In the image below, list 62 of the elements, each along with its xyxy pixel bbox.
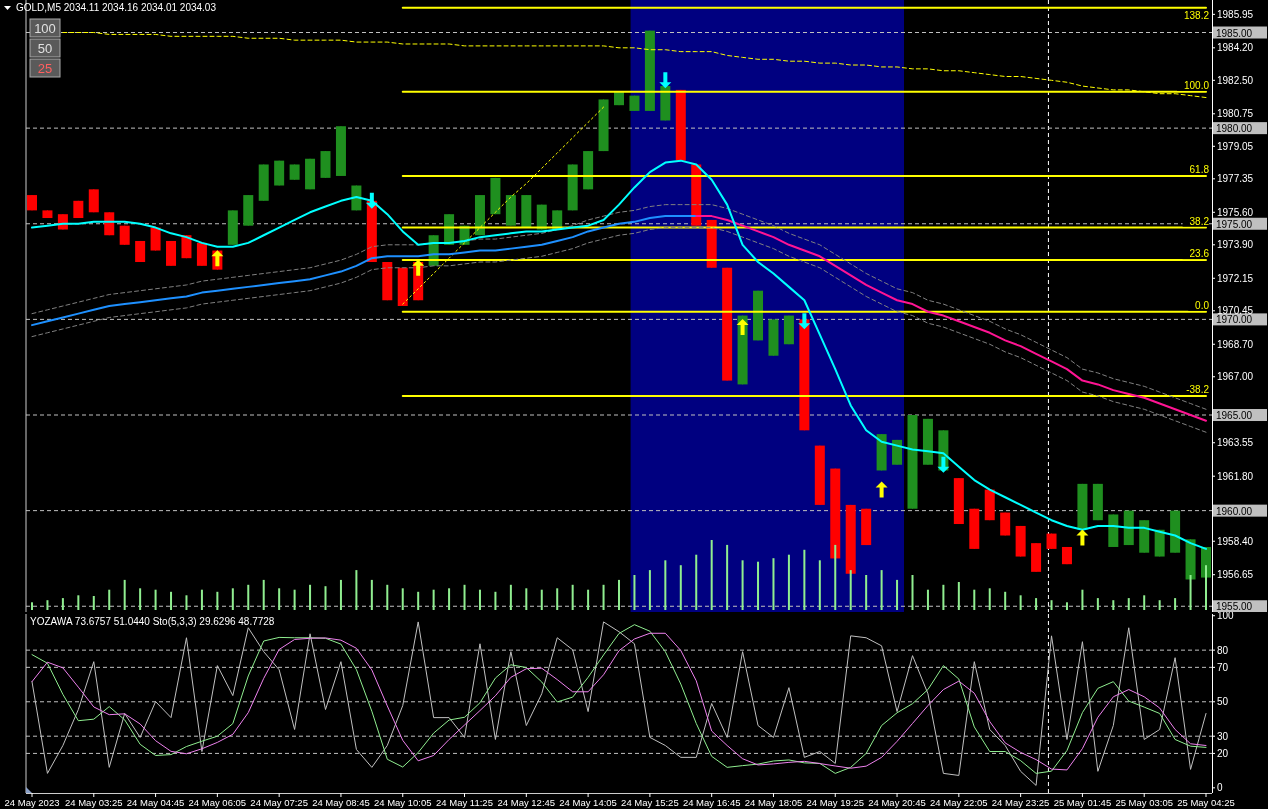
x-tick-label: 25 May 03:05 — [1115, 797, 1173, 808]
ref-line-label: 1975.00 — [1216, 218, 1253, 230]
ref-line-label: 1985.00 — [1216, 27, 1253, 39]
annotation: 25 — [37, 61, 53, 76]
y-tick-label: 1972.15 — [1217, 272, 1254, 284]
annotation: 0.0 — [1195, 299, 1210, 311]
y-tick-label: 50 — [1217, 696, 1229, 708]
x-tick-label: 24 May 06:05 — [188, 797, 247, 808]
y-tick-label: 1982.50 — [1217, 74, 1254, 86]
y-tick-label: 1967.00 — [1217, 371, 1254, 383]
x-tick-label: 24 May 23:25 — [991, 797, 1050, 808]
y-tick-label: 1980.75 — [1217, 108, 1254, 120]
annotation: -38.2 — [1186, 383, 1210, 395]
x-tick-label: 24 May 08:45 — [312, 797, 370, 808]
x-tick-label: 24 May 03:25 — [65, 797, 123, 808]
annotation: 50 — [37, 41, 53, 56]
annotation: 23.6 — [1189, 248, 1210, 260]
x-tick-label: 24 May 16:45 — [682, 797, 741, 808]
annotation: 138.2 — [1183, 9, 1210, 21]
x-tick-label: 24 May 2023 — [4, 797, 60, 808]
x-tick-label: 24 May 15:25 — [621, 797, 679, 808]
x-tick-label: 24 May 22:05 — [930, 797, 988, 808]
y-tick-label: 100 — [1217, 610, 1235, 622]
x-tick-label: 24 May 12:45 — [497, 797, 556, 808]
y-tick-label: 80 — [1217, 644, 1229, 656]
y-tick-label: 1985.95 — [1217, 8, 1254, 20]
x-tick-label: 24 May 11:25 — [436, 797, 493, 808]
x-tick-label: 24 May 19:25 — [806, 797, 865, 808]
y-tick-label: 1975.60 — [1217, 206, 1254, 218]
y-tick-label: 0 — [1217, 782, 1223, 794]
y-tick-label: 1970.45 — [1217, 305, 1254, 317]
x-tick-label: 24 May 14:05 — [559, 797, 617, 808]
x-tick-label: 25 May 01:45 — [1053, 797, 1112, 808]
y-tick-label: 30 — [1217, 730, 1229, 742]
y-tick-label: 1958.40 — [1217, 535, 1254, 547]
x-tick-label: 24 May 18:05 — [744, 797, 803, 808]
x-tick-label: 24 May 04:45 — [126, 797, 185, 808]
y-tick-label: 1977.35 — [1217, 173, 1254, 185]
y-tick-label: 1956.65 — [1217, 569, 1254, 581]
ref-line-label: 1965.00 — [1216, 410, 1253, 422]
annotation: 100.0 — [1183, 79, 1210, 91]
ref-line-label: 1980.00 — [1216, 123, 1253, 135]
ref-line-label: 1960.00 — [1216, 505, 1253, 517]
annotation: 38.2 — [1189, 215, 1210, 227]
x-tick-label: 24 May 10:05 — [373, 797, 432, 808]
x-tick-label: 24 May 07:25 — [250, 797, 308, 808]
y-tick-label: 1973.90 — [1217, 239, 1254, 251]
y-tick-label: 1968.70 — [1217, 338, 1254, 350]
x-tick-label: 24 May 20:45 — [868, 797, 926, 808]
x-tick-label: 25 May 04:25 — [1177, 797, 1235, 808]
annotation: 61.8 — [1189, 163, 1210, 175]
ref-line-label: 1970.00 — [1216, 314, 1253, 326]
ref-line-label: 1955.00 — [1216, 601, 1253, 613]
chart-title: YOZAWA 73.6757 51.0440 Sto(5,3,3) 29.6296 48.7728 — [30, 616, 275, 627]
chart-title: GOLD,M5 2034.11 2034.16 2034.01 2034.03 — [16, 2, 217, 13]
y-tick-label: 1984.20 — [1217, 42, 1254, 54]
y-tick-label: 20 — [1217, 747, 1229, 759]
y-tick-label: 1979.05 — [1217, 140, 1254, 152]
y-tick-label: 70 — [1217, 661, 1229, 673]
y-tick-label: 1961.80 — [1217, 470, 1254, 482]
y-tick-label: 1963.55 — [1217, 437, 1254, 449]
annotation: 100 — [34, 21, 56, 36]
